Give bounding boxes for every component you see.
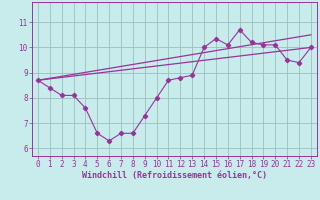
X-axis label: Windchill (Refroidissement éolien,°C): Windchill (Refroidissement éolien,°C) [82,171,267,180]
